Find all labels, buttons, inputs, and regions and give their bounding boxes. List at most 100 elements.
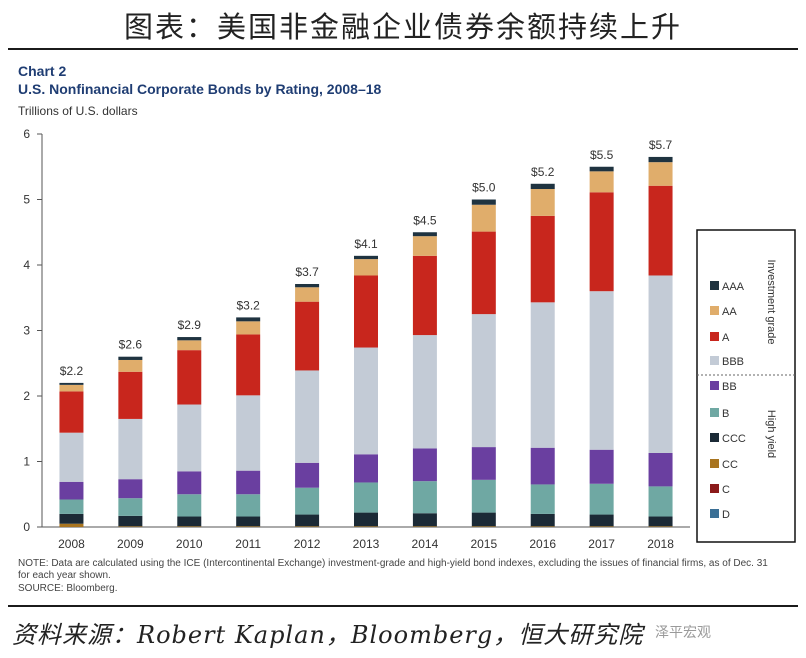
legend-label-c: C [722,484,730,496]
legend-label-b: B [722,408,729,420]
bar-segment-a [295,301,320,371]
x-tick-label: 2008 [58,537,85,551]
bottom-rule [8,605,798,607]
y-tick-label: 2 [23,389,30,403]
bar-segment-cc [648,526,673,527]
bar-segment-b [471,479,496,513]
total-label: $4.5 [413,213,437,227]
bar-segment-bb [118,479,143,499]
bar-segment-bbb [295,370,320,463]
bar-segment-cc [354,526,378,527]
bar-segment-aaa [648,156,673,163]
bar-segment-aaa [530,183,555,190]
chinese-title: 图表：美国非金融企业债券余额持续上升 [123,10,682,44]
legend-label-a: A [722,332,730,344]
bar-segment-a [236,334,261,396]
bar-segment-aaa [589,166,614,172]
bar-segment-bb [648,452,673,487]
bar-segment-a [354,275,378,348]
bar-segment-cc [471,526,496,527]
y-tick-label: 5 [23,193,30,207]
bar-segment-b [236,494,261,517]
bar-segment-b [530,484,555,514]
bar-segment-bbb [354,347,378,455]
top-rule [8,48,798,50]
bar-segment-aaa [412,232,437,237]
legend-swatch-a [710,332,719,341]
bar-segment-bb [177,471,202,495]
y-tick-label: 1 [23,455,30,469]
y-tick-label: 3 [23,324,30,338]
bar-segment-aa [59,384,84,392]
bar-segment-aa [236,321,261,335]
bar-segment-cc [236,526,261,527]
bar-segment-a [589,192,614,292]
bar-segment-cc [295,526,320,527]
bar-segment-bb [295,462,320,488]
legend-swatch-ccc [710,433,719,442]
y-units-label: Trillions of U.S. dollars [18,104,138,118]
bar-segment-cc [59,523,84,527]
total-label: $2.9 [178,318,202,332]
bar-segment-ccc [471,512,496,527]
bar-segment-bbb [471,314,496,448]
bar-segment-bbb [177,404,202,472]
bar-segment-cc [530,526,555,527]
total-label: $3.7 [295,265,319,279]
legend-group-high-yield: High yield [765,410,777,458]
x-tick-label: 2010 [176,537,203,551]
legend-label-cc: CC [722,459,738,471]
legend-swatch-aa [710,306,719,315]
bar-segment-aa [530,189,555,216]
bar-segment-aa [412,236,437,256]
stacked-bar-chart: 0 1 2 3 4 5 6 $2.2 2008 $2.6 2009 $2.9 2010 $3.2 2011 $… [23,127,796,551]
bar-segment-b [59,499,84,514]
legend-group-investment-grade: Investment grade [765,260,777,345]
total-label: $5.7 [649,138,673,152]
legend-label-ccc: CCC [722,433,746,445]
bar-segment-aa [354,259,378,276]
bar-segment-cc [118,526,143,527]
bar-segment-a [648,185,673,276]
bar-segment-ccc [354,512,378,527]
bar-segment-bbb [648,275,673,453]
bar-segment-a [118,371,143,419]
total-label: $2.6 [119,338,143,352]
bar-segment-ccc [412,513,437,527]
bar-segment-cc [177,526,202,527]
bar-segment-b [295,487,320,515]
bar-segment-a [530,215,555,303]
legend-label-bbb: BBB [722,356,744,368]
bar-segment-bb [236,470,261,495]
bar-segment-cc [412,526,437,527]
bar-segment-aa [471,204,496,232]
total-label: $2.2 [60,364,84,378]
bar-segment-ccc [236,516,261,527]
bar-segment-ccc [177,516,202,527]
chart-title: U.S. Nonfinancial Corporate Bonds by Rat… [18,81,382,97]
legend-swatch-d [710,509,719,518]
source-note: SOURCE: Bloomberg. [18,583,118,594]
bar-segment-bbb [236,395,261,471]
legend-swatch-cc [710,459,719,468]
bar-segment-aaa [118,356,143,360]
legend-swatch-bb [710,381,719,390]
bar-segment-aa [648,162,673,186]
bar-segment-bb [589,449,614,484]
x-tick-label: 2011 [235,537,261,551]
bar-segment-bb [412,448,437,482]
legend-swatch-aaa [710,281,719,290]
legend-swatch-c [710,484,719,493]
bar-segment-b [648,486,673,517]
legend-swatch-b [710,408,719,417]
bar-segment-b [177,494,202,517]
watermark: 泽平宏观 [655,625,711,641]
bar-segment-b [118,498,143,516]
bar-segment-bbb [412,335,437,449]
bar-segment-a [412,255,437,336]
chinese-source: 资料来源：Robert Kaplan，Bloomberg，恒大研究院 [12,621,644,649]
bar-segment-bb [354,454,378,483]
bar-segment-bbb [118,418,143,480]
total-label: $4.1 [354,237,378,251]
total-label: $3.2 [237,298,261,312]
